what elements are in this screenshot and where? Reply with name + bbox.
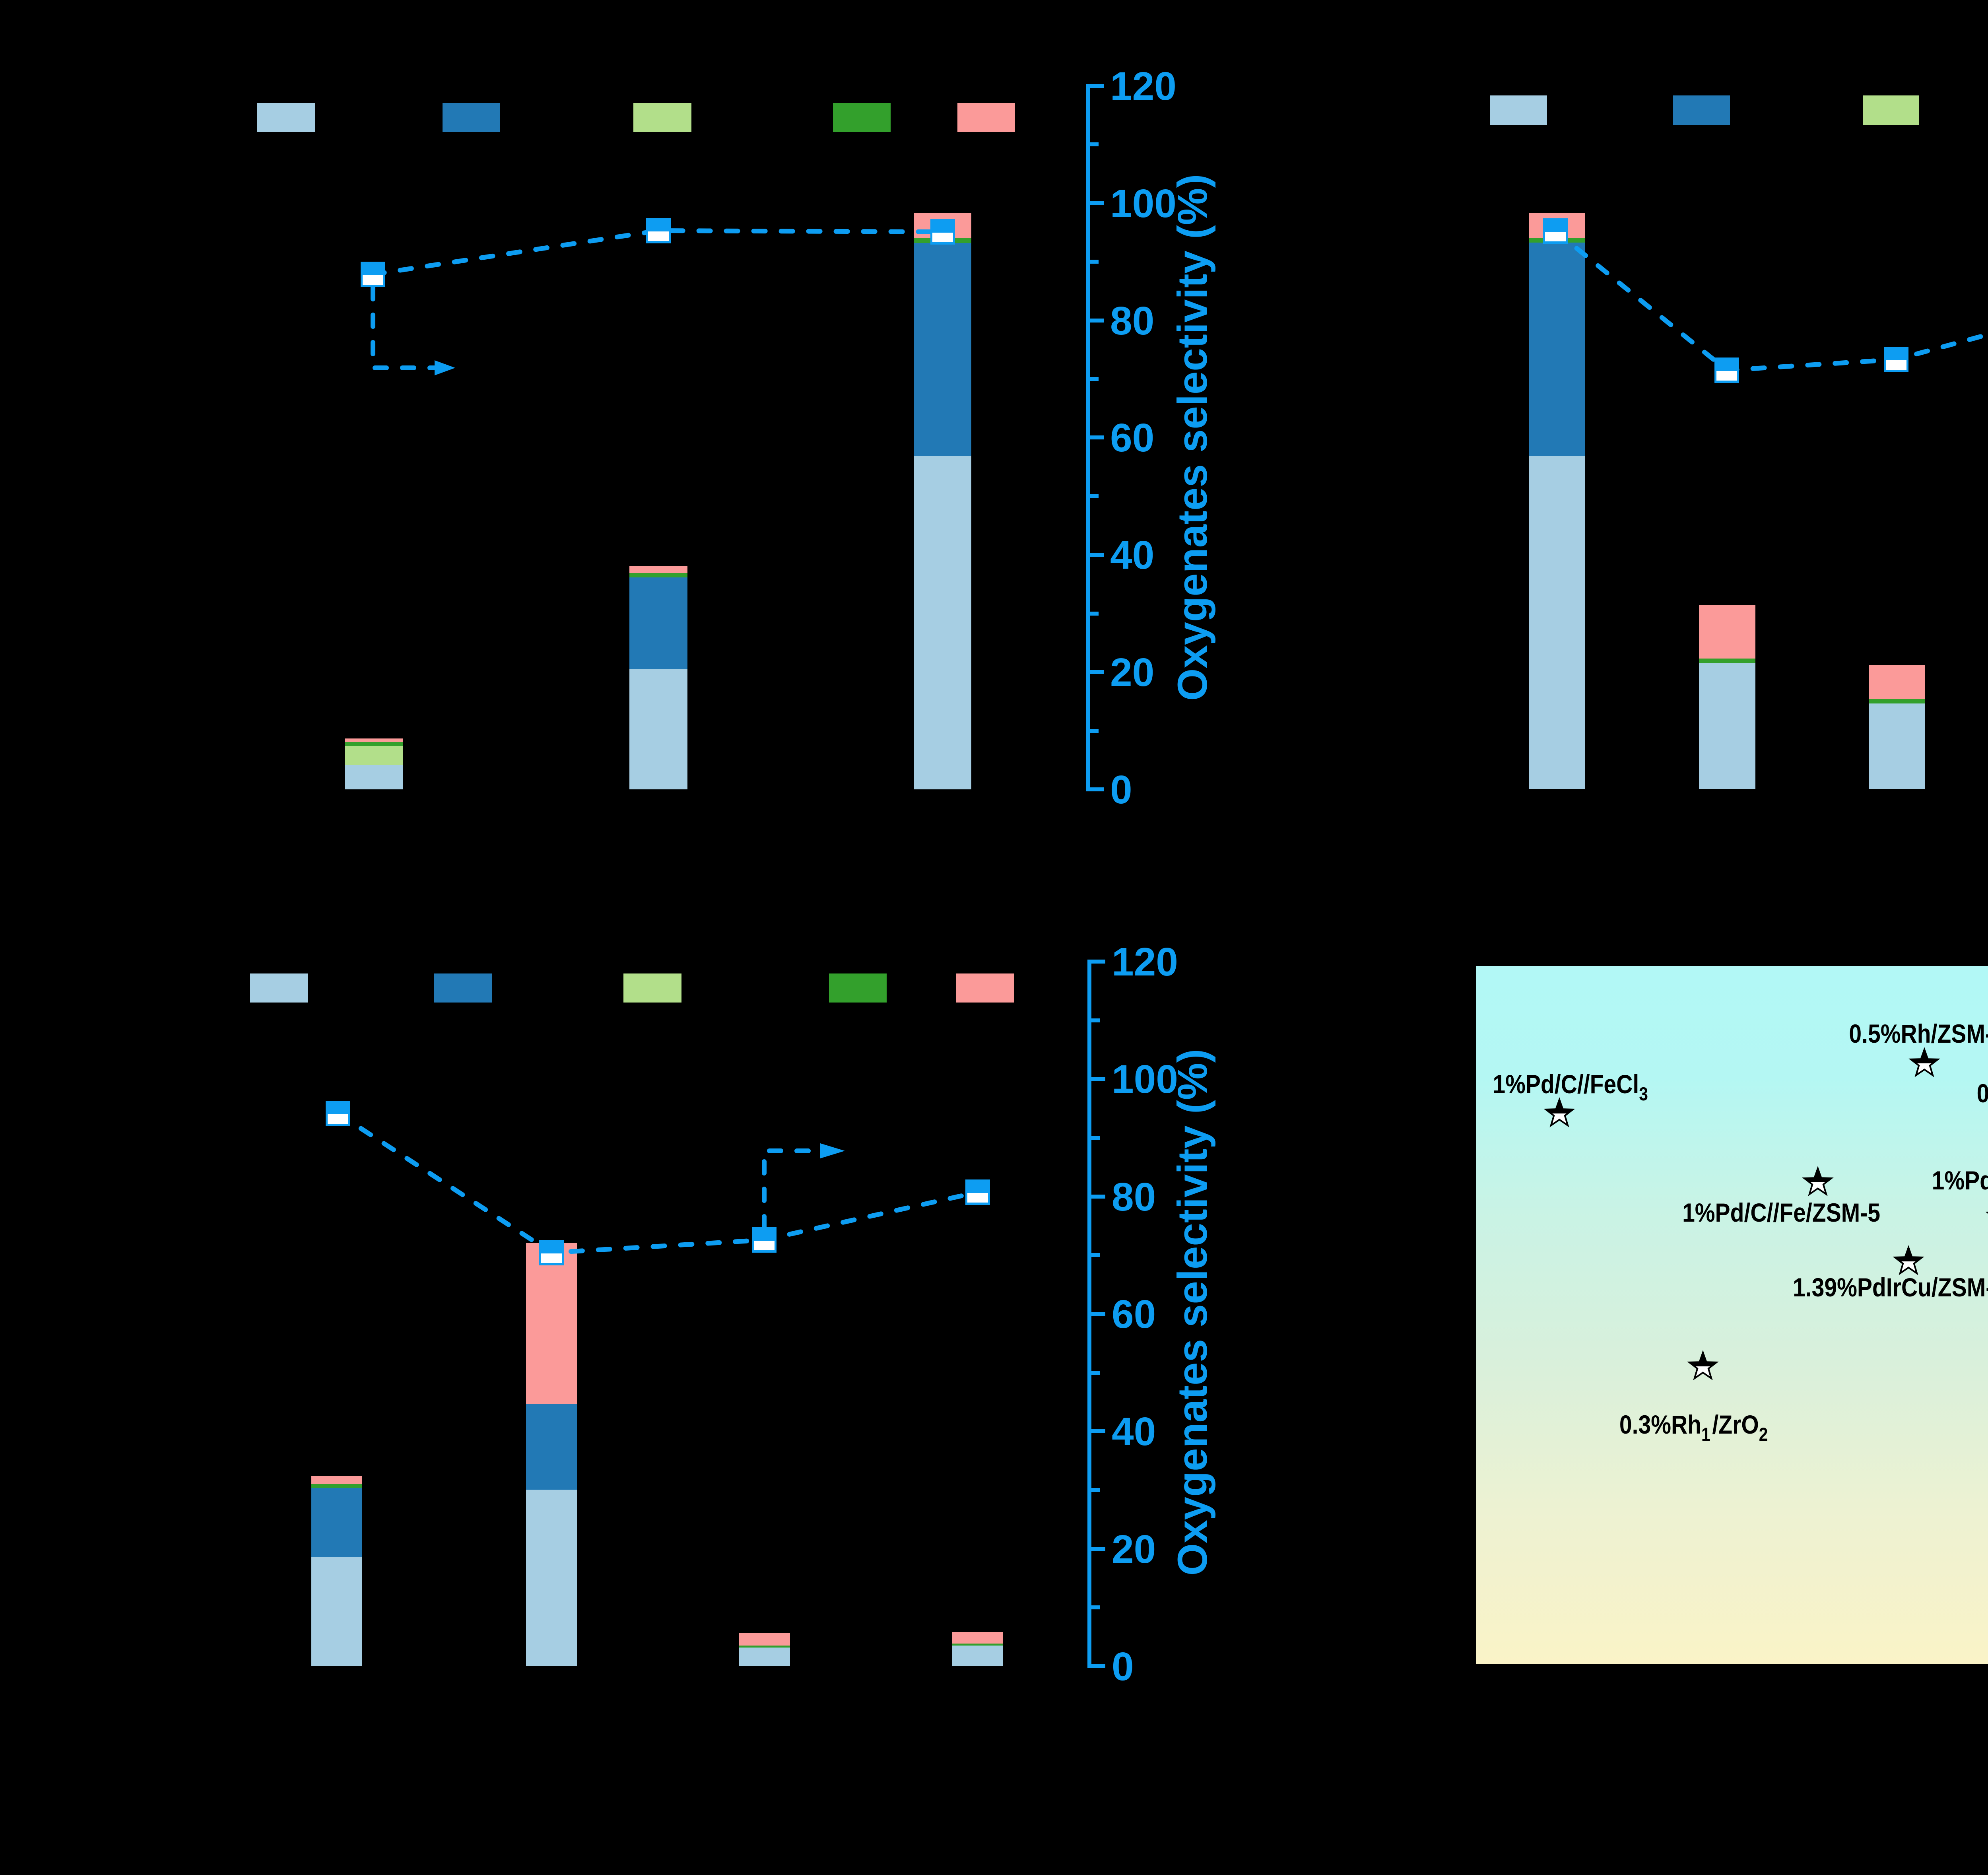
svg-text:90: 90 — [492, 795, 536, 840]
svg-text:200: 200 — [144, 1409, 211, 1454]
svg-text:100: 100 — [622, 795, 688, 840]
svg-text:Temperature (°C): Temperature (°C) — [488, 885, 824, 932]
svg-text:150: 150 — [144, 238, 211, 282]
svg-text:HCOOH: HCOOH — [501, 973, 608, 1005]
svg-text:100: 100 — [144, 414, 211, 459]
svg-text:400: 400 — [144, 1175, 211, 1219]
svg-text:0: 0 — [1110, 767, 1132, 812]
svg-text:1: 1 — [1433, 1503, 1455, 1548]
svg-text:c: c — [43, 979, 70, 1035]
svg-text:HCOOH: HCOOH — [509, 103, 615, 134]
svg-text:200: 200 — [1377, 51, 1443, 96]
svg-text:0: 0 — [1112, 1644, 1134, 1689]
svg-text:50: 50 — [167, 591, 211, 635]
svg-text:1%Pd/C//FeCl3: 1%Pd/C//FeCl3 — [1493, 1070, 1650, 1105]
svg-text:d: d — [1353, 979, 1384, 1035]
svg-text:120: 120 — [1110, 64, 1176, 109]
svg-text:0.3%Rh1 /ZrO2: 0.3%Rh1 /ZrO2 — [1619, 1410, 1770, 1445]
svg-text:500: 500 — [144, 1057, 211, 1102]
svg-text:100: 100 — [144, 1527, 211, 1572]
svg-text:20: 20 — [1110, 650, 1154, 695]
svg-text:1000: 1000 — [1367, 1083, 1455, 1128]
svg-text:CO: CO — [899, 103, 942, 134]
svg-text:80: 80 — [1399, 481, 1443, 525]
svg-text:b: b — [1353, 41, 1384, 96]
svg-text:0: 0 — [188, 767, 211, 812]
svg-text:40: 40 — [1112, 1409, 1156, 1454]
svg-text:0.5%Rh/ZSM-5: 0.5%Rh/ZSM-5 — [1849, 1019, 1988, 1049]
svg-text:10000: 10000 — [1345, 940, 1455, 984]
svg-text:100: 100 — [1112, 1057, 1178, 1102]
svg-text:a: a — [43, 41, 71, 96]
svg-text:200: 200 — [144, 61, 211, 106]
svg-text:10: 10 — [1411, 1362, 1455, 1407]
svg-text:1.39%PdIrCu/ZSM-5: 1.39%PdIrCu/ZSM-5 — [1793, 1273, 1988, 1302]
svg-text:130: 130 — [1045, 795, 1112, 840]
svg-text:Oxygenates selectivity (%): Oxygenates selectivity (%) — [1639, 1720, 1988, 1767]
svg-text:120: 120 — [1377, 338, 1443, 382]
svg-text:85: 85 — [1883, 1676, 1928, 1721]
svg-text:0: 0 — [1421, 767, 1443, 812]
svg-text:80: 80 — [351, 795, 395, 840]
svg-text:20: 20 — [1112, 1527, 1156, 1572]
svg-text:CH3 OOH: CH3 OOH — [700, 103, 820, 140]
svg-text:70: 70 — [210, 795, 254, 840]
svg-text:0: 0 — [188, 1644, 211, 1689]
svg-text:40: 40 — [1399, 624, 1443, 668]
svg-text:300: 300 — [144, 1292, 211, 1337]
svg-text:40: 40 — [1110, 533, 1154, 577]
svg-text:0.3%Rh/CeO2: 0.3%Rh/CeO2 — [1977, 1079, 1988, 1114]
svg-text:160: 160 — [1377, 194, 1443, 239]
svg-text:110: 110 — [764, 795, 828, 840]
svg-text:0.1: 0.1 — [1400, 1642, 1455, 1687]
svg-text:80: 80 — [1741, 1676, 1785, 1721]
svg-text:Oxygenates selectivity (%): Oxygenates selectivity (%) — [1169, 174, 1216, 701]
svg-text:80: 80 — [1110, 299, 1154, 343]
svg-text:STY (mmol g-1 h-1 ): STY (mmol g-1 h-1 ) — [1312, 1146, 1357, 1479]
svg-text:100: 100 — [1110, 181, 1176, 226]
svg-text:100: 100 — [1389, 1224, 1455, 1269]
svg-text:CO2: CO2 — [1024, 103, 1080, 140]
svg-text:70: 70 — [1455, 1676, 1499, 1721]
svg-text:60: 60 — [1110, 416, 1154, 460]
svg-text:120: 120 — [1112, 940, 1178, 984]
svg-text:CO: CO — [895, 973, 938, 1005]
svg-text:CH3 OOH: CH3 OOH — [690, 973, 810, 1011]
svg-text:60: 60 — [1112, 1292, 1156, 1337]
svg-text:600: 600 — [144, 940, 211, 984]
svg-text:75: 75 — [1598, 1676, 1642, 1721]
svg-text:HCOOH: HCOOH — [1739, 95, 1845, 127]
svg-text:1%PdAu/TiO2: 1%PdAu/TiO2 — [1932, 1166, 1988, 1201]
svg-text:1%Pd/C//Fe/ZSM-5: 1%Pd/C//Fe/ZSM-5 — [1682, 1198, 1880, 1228]
svg-text:80: 80 — [1112, 1175, 1156, 1219]
svg-text:Oxygenates selectivity (%): Oxygenates selectivity (%) — [1169, 1049, 1216, 1576]
svg-text:120: 120 — [904, 795, 971, 840]
